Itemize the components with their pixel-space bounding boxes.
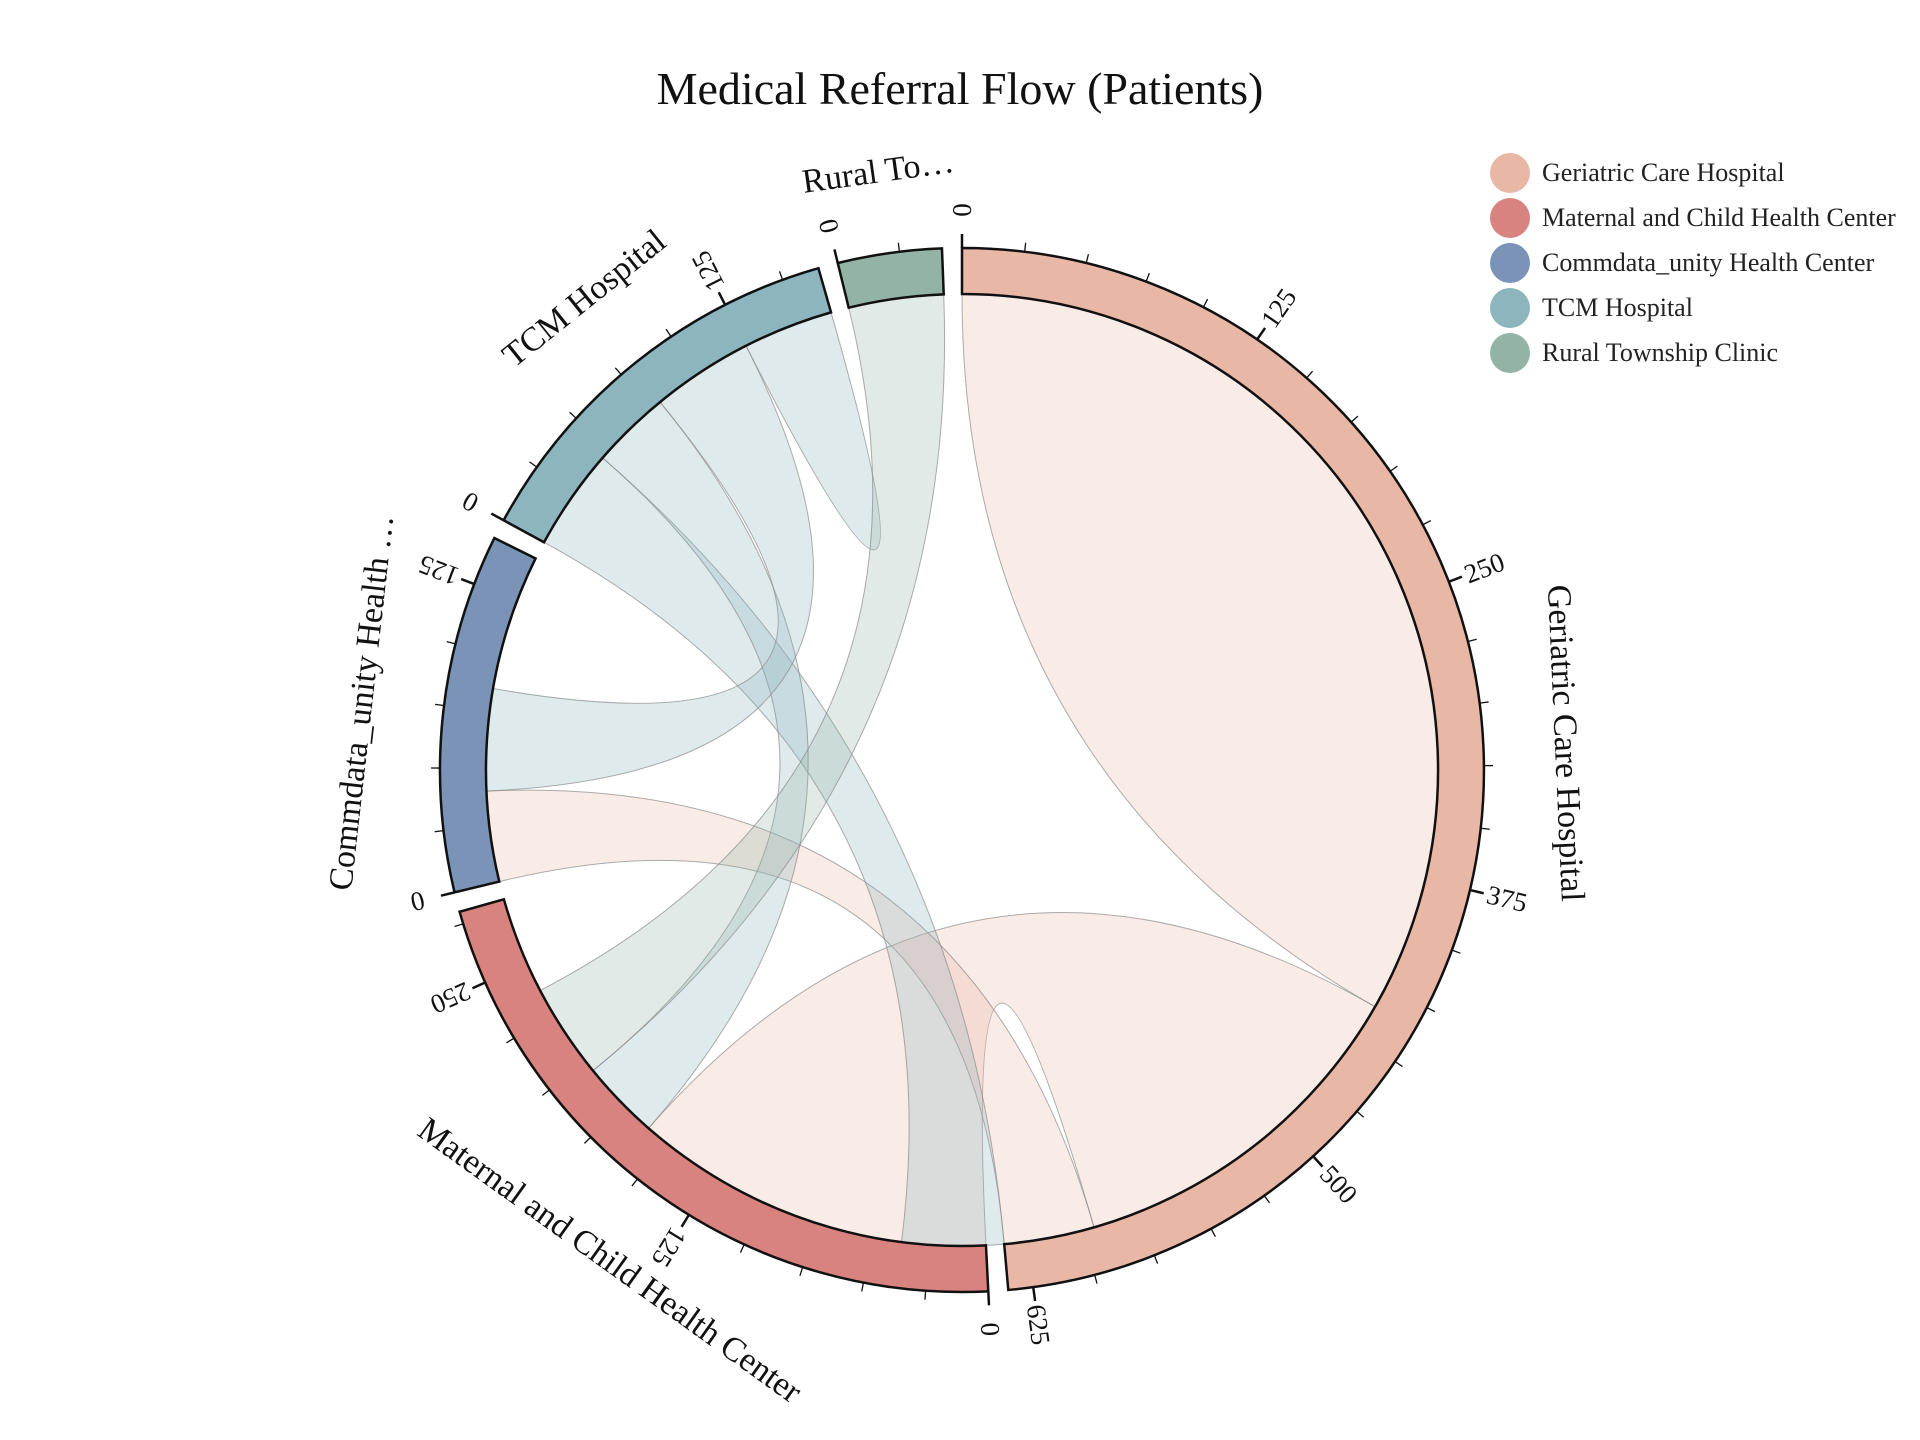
group-label-3: TCM Hospital [496,222,673,374]
group-arcs-layer [438,246,1486,1294]
legend-label: Commdata_unity Health Center [1542,247,1875,277]
tick-mark [717,291,727,306]
legend-item: Rural Township Clinic [1490,330,1896,375]
tick-mark [987,1291,991,1306]
tick-mark [833,249,839,264]
ribbon-0 [961,293,1439,1008]
tick-mark [1145,272,1150,282]
tick-mark [1394,1061,1403,1068]
legend-label: Maternal and Child Health Center [1542,202,1896,232]
group-arc-0 [960,246,1486,1292]
legend-label: Rural Township Clinic [1542,337,1779,367]
tick-mark [471,981,486,990]
tick-label: 0 [975,1322,1006,1337]
group-label-2: Commdata_unity Health … [322,513,401,892]
tick-mark [434,830,444,833]
tick-mark [1256,327,1267,341]
tick-mark [506,1037,515,1044]
legend: Geriatric Care Hospital Maternal and Chil… [1490,150,1896,375]
tick-mark [1422,519,1432,526]
legend-item: TCM Hospital [1490,285,1896,330]
tick-mark [569,411,577,419]
tick-mark [1448,575,1463,583]
tick-mark [614,367,622,376]
tick-mark [799,1266,804,1276]
tick-mark [1306,370,1314,379]
tick-mark [446,641,456,645]
tick-mark [739,1244,745,1253]
ribbons-layer [485,293,1439,1247]
tick-mark [529,461,538,468]
tick-mark [1202,298,1209,308]
tick-mark [1263,1195,1271,1204]
tick-mark [1467,638,1477,643]
tick-mark [778,271,784,281]
legend-swatch [1490,242,1530,283]
tick-mark [924,1290,927,1300]
tick-label: 125 [1255,283,1303,333]
tick-mark [1389,465,1398,472]
tick-mark [460,577,475,586]
tick-mark [897,242,901,252]
tick-mark [1153,1255,1159,1264]
tick-mark [583,1136,592,1144]
tick-mark [1031,1286,1037,1302]
tick-mark [1085,254,1090,264]
tick-mark [542,1089,550,1096]
group-arc-3 [501,266,833,544]
tick-label: 0 [457,486,483,519]
tick-mark [434,703,445,707]
tick-mark [454,923,464,928]
legend-swatch [1490,152,1530,193]
legend-swatch [1490,197,1530,238]
group-arc-1 [458,897,990,1294]
legend-label: Geriatric Care Hospital [1542,157,1785,187]
tick-mark [1023,242,1027,252]
tick-label: 375 [1484,880,1530,919]
legend-item: Maternal and Child Health Center [1490,195,1896,240]
tick-label: 0 [947,203,977,217]
tick-mark [1479,701,1489,704]
tick-label: 125 [646,1222,693,1272]
tick-label: 625 [1021,1303,1056,1347]
tick-mark [1451,949,1461,954]
chart-title: Medical Referral Flow (Patients) [656,63,1264,114]
tick-mark [631,1178,639,1187]
legend-swatch [1490,332,1530,373]
group-label-4: Rural To… [800,143,956,201]
tick-mark [440,891,455,897]
legend-swatch [1490,287,1530,328]
tick-mark [1469,888,1484,895]
tick-mark [1312,1155,1324,1168]
tick-label: 125 [414,549,463,591]
group-arc-4 [836,247,946,310]
group-arc-2 [438,536,538,894]
legend-item: Commdata_unity Health Center [1490,240,1896,285]
tick-mark [665,328,672,337]
tick-label: 250 [426,976,475,1020]
tick-label: 0 [408,885,428,917]
tick-label: 250 [1460,547,1509,590]
tick-mark [490,512,505,522]
tick-mark [1426,1006,1436,1013]
tick-label: 0 [813,216,845,236]
tick-mark [1094,1274,1098,1284]
tick-mark [861,1282,865,1292]
tick-mark [680,1214,690,1228]
tick-mark [1210,1228,1216,1237]
legend-label: TCM Hospital [1542,292,1693,322]
tick-mark [1350,415,1359,423]
tick-label: 125 [685,246,730,296]
legend-item: Geriatric Care Hospital [1490,150,1896,195]
group-label-0: Geriatric Care Hospital [1540,584,1591,903]
tick-mark [1356,1110,1365,1118]
tick-mark [1480,827,1490,830]
